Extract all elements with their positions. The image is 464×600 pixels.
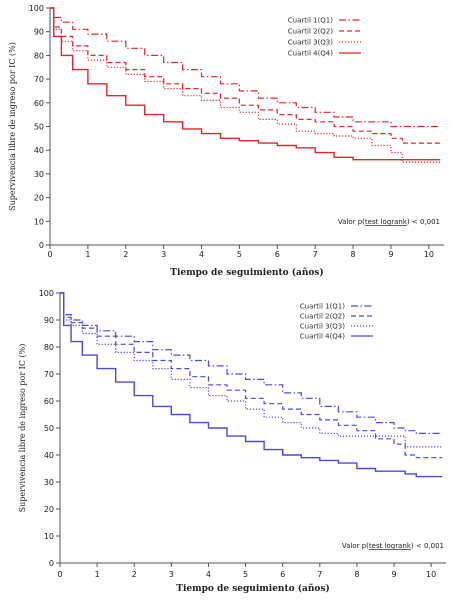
y-tick-label: 50	[44, 424, 54, 433]
x-axis-label: Tiempo de seguimiento (años)	[176, 583, 329, 594]
legend-label: Cuartil 1(Q1)	[288, 17, 333, 25]
pvalue-test-name: test logrank	[369, 542, 412, 550]
y-tick-label: 90	[34, 28, 44, 37]
x-tick-label: 9	[391, 570, 396, 579]
pvalue-suffix: ) < 0,001	[411, 542, 444, 550]
x-tick-label: 2	[132, 570, 137, 579]
x-tick-label: 1	[85, 250, 90, 259]
y-tick-label: 60	[34, 99, 44, 108]
series-line-q1	[60, 292, 443, 434]
y-tick-label: 20	[44, 505, 54, 514]
x-tick-label: 6	[280, 570, 285, 579]
x-tick-label: 4	[206, 570, 211, 579]
y-axis-label: Supervivencia libre de ingreso por IC (%…	[8, 42, 17, 211]
legend-label: Cuartil 3(Q3)	[300, 323, 345, 331]
legend-label: Cuartil 1(Q1)	[300, 303, 345, 311]
pvalue-test-name: test logrank	[365, 218, 408, 226]
series-line-q2	[50, 7, 441, 144]
y-tick-label: 100	[39, 289, 54, 298]
x-tick-label: 10	[426, 570, 436, 579]
chart-panel-1: 0 10 20 30 40 50 60 70 80 90 100 0 1 2 3 4 5 6 7 8 9 10 Tiempo…	[8, 4, 444, 278]
y-tick-label: 80	[44, 343, 54, 352]
x-tick-label: 7	[317, 570, 322, 579]
series-line-q3	[60, 292, 443, 448]
series-line-q4	[50, 7, 441, 161]
y-tick-label: 40	[34, 146, 44, 155]
legend-label: Cuartil 4(Q4)	[300, 333, 345, 341]
y-tick-label: 100	[29, 4, 44, 13]
x-tick-label: 0	[47, 250, 52, 259]
series-line-q3	[50, 7, 441, 163]
y-tick-label: 0	[49, 559, 54, 568]
pvalue-annotation: Valor p(test logrank) < 0,001	[338, 218, 440, 226]
x-tick-label: 3	[161, 250, 166, 259]
x-tick-label: 0	[57, 570, 62, 579]
x-tick-label: 10	[424, 250, 434, 259]
y-axis-label: Supervivencia libre de ingreso por IC (%…	[18, 344, 27, 513]
x-axis-label: Tiempo de seguimiento (años)	[170, 267, 323, 278]
x-tick-label: 4	[199, 250, 204, 259]
pvalue-annotation: Valor p(test logrank) < 0,001	[342, 542, 444, 550]
pvalue-suffix: ) < 0,001	[407, 218, 440, 226]
series-line-q1	[50, 7, 441, 128]
x-tick-label: 2	[123, 250, 128, 259]
x-tick-label: 5	[237, 250, 242, 259]
y-tick-label: 70	[44, 370, 54, 379]
y-tick-label: 10	[34, 217, 44, 226]
x-tick-label: 5	[243, 570, 248, 579]
x-tick-label: 8	[351, 250, 356, 259]
y-tick-label: 80	[34, 51, 44, 60]
legend-label: Cuartil 4(Q4)	[288, 50, 333, 58]
y-tick-label: 30	[34, 170, 44, 179]
legend-label: Cuartil 2(Q2)	[288, 28, 333, 36]
y-tick-label: 70	[34, 75, 44, 84]
series-line-q2	[60, 292, 443, 459]
y-tick-label: 50	[34, 123, 44, 132]
y-tick-label: 30	[44, 478, 54, 487]
legend-label: Cuartil 2(Q2)	[300, 313, 345, 321]
y-tick-label: 60	[44, 397, 54, 406]
y-tick-label: 10	[44, 532, 54, 541]
y-tick-label: 20	[34, 194, 44, 203]
x-tick-label: 3	[169, 570, 174, 579]
series-line-q4	[60, 292, 443, 478]
x-tick-label: 1	[95, 570, 100, 579]
y-tick-label: 40	[44, 451, 54, 460]
legend-label: Cuartil 3(Q3)	[288, 39, 333, 47]
x-tick-label: 7	[313, 250, 318, 259]
x-tick-label: 6	[275, 250, 280, 259]
pvalue-prefix: Valor p(	[338, 218, 365, 226]
y-tick-label: 0	[39, 241, 44, 250]
chart-panel-2: 0 10 20 30 40 50 60 70 80 90 100 0 1 2 3 4 5 6 7 8 9 10 Tiempo…	[18, 289, 446, 594]
x-tick-label: 9	[388, 250, 393, 259]
x-tick-label: 8	[354, 570, 359, 579]
y-tick-label: 90	[44, 316, 54, 325]
pvalue-prefix: Valor p(	[342, 542, 369, 550]
